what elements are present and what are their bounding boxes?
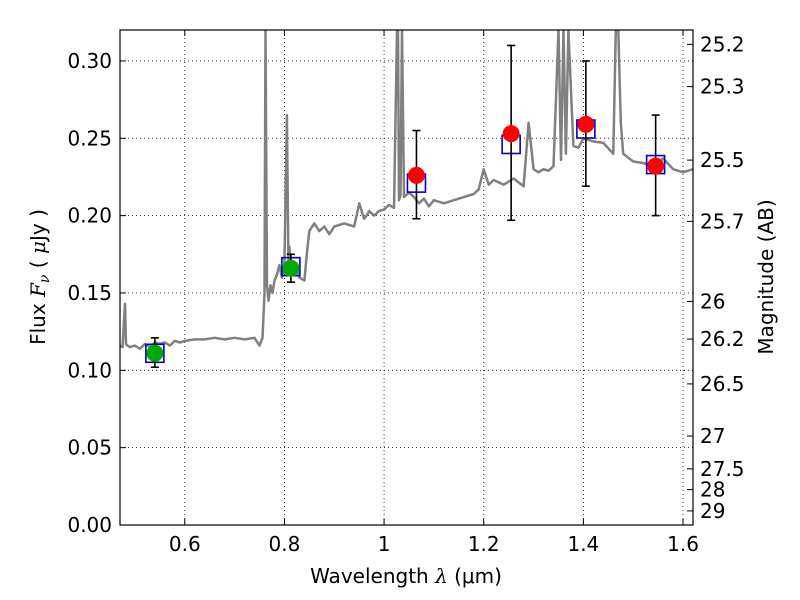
y-tick-label: 0.25 bbox=[67, 126, 112, 150]
y2-tick-label: 26.2 bbox=[700, 327, 745, 351]
x-tick-label: 1 bbox=[378, 532, 391, 556]
y-axis-label-symbol: F bbox=[26, 282, 50, 298]
observed-infrared-point bbox=[577, 115, 595, 133]
y-tick-label: 0.10 bbox=[67, 358, 112, 382]
y2-tick-label: 25.3 bbox=[700, 75, 745, 99]
y-tick-label: 0.20 bbox=[67, 204, 112, 228]
x-axis-label-symbol: λ bbox=[434, 564, 448, 588]
y-axis-label-subscript: ν bbox=[37, 274, 53, 283]
y-tick-label: 0.05 bbox=[67, 436, 112, 460]
x-tick-label: 0.6 bbox=[169, 532, 201, 556]
model-spectrum-line bbox=[120, 30, 693, 350]
y-tick-label: 0.30 bbox=[67, 49, 112, 73]
y2-tick-label: 26 bbox=[700, 289, 725, 313]
y-axis-label-mu: μ bbox=[26, 241, 50, 254]
observed-infrared-point bbox=[502, 125, 520, 143]
observed-optical-point bbox=[282, 259, 300, 277]
y-axis-label: Flux Fν ( μJy ) bbox=[26, 209, 53, 345]
x-tick-label: 0.8 bbox=[269, 532, 301, 556]
observed-optical-point bbox=[146, 344, 164, 362]
plot-frame bbox=[119, 29, 694, 526]
y2-tick-label: 25.2 bbox=[700, 32, 745, 56]
observed-infrared-point bbox=[407, 166, 425, 184]
observed-infrared-point bbox=[647, 157, 665, 175]
x-tick-label: 1.2 bbox=[468, 532, 500, 556]
y2-tick-label: 27.5 bbox=[700, 457, 745, 481]
y2-tick-label: 25.7 bbox=[700, 209, 745, 233]
y2-tick-label: 26.5 bbox=[700, 372, 745, 396]
grid-lines bbox=[120, 30, 693, 525]
axis-ticks: 0.6 0.8 1 1.2 1.4 1.6 0.00 0.05 0.10 0.15 0.20 0.25… bbox=[67, 30, 745, 556]
y-tick-label: 0.15 bbox=[67, 281, 112, 305]
y2-tick-label: 27 bbox=[700, 424, 725, 448]
x-tick-label: 1.6 bbox=[667, 532, 699, 556]
x-axis-label: Wavelength λ (μm) bbox=[310, 564, 502, 588]
y2-tick-label: 29 bbox=[700, 499, 725, 523]
y-tick-label: 0.00 bbox=[67, 513, 112, 537]
x-tick-label: 1.4 bbox=[567, 532, 599, 556]
data-layer bbox=[120, 30, 693, 369]
y2-tick-label: 25.5 bbox=[700, 148, 745, 172]
y2-axis-label: Magnitude (AB) bbox=[754, 199, 778, 354]
y2-tick-label: 28 bbox=[700, 478, 725, 502]
